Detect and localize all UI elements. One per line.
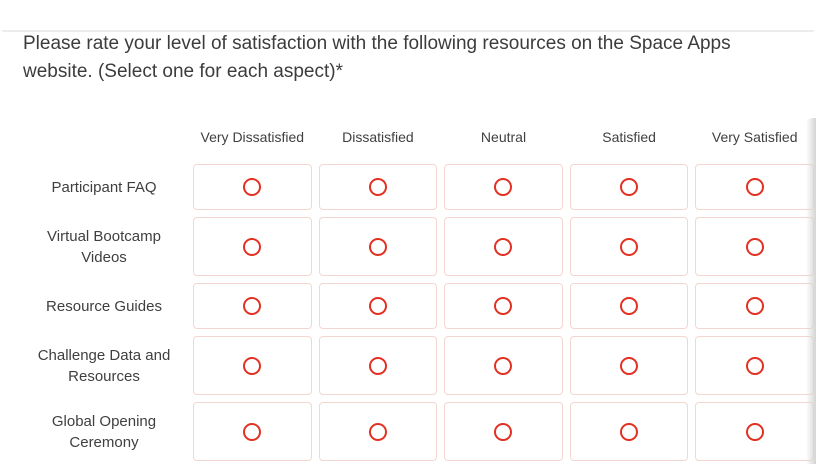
- radio-button-icon[interactable]: [368, 356, 387, 375]
- question-label: Please rate your level of satisfaction w…: [23, 33, 731, 82]
- radio-cell-3-3[interactable]: [569, 336, 689, 395]
- radio-cell-4-2[interactable]: [444, 402, 563, 461]
- radio-cell-1-2[interactable]: [444, 217, 563, 276]
- matrix-row-0: Participant FAQ: [22, 164, 814, 210]
- radio-cell-0-2[interactable]: [444, 164, 563, 210]
- radio-button-icon[interactable]: [494, 237, 513, 256]
- radio-cell-4-1[interactable]: [318, 402, 438, 461]
- matrix-row-4: Global Opening Ceremony: [22, 402, 814, 461]
- row-label-3: Challenge Data and Resources: [37, 346, 171, 385]
- radio-button-icon[interactable]: [620, 237, 639, 256]
- radio-button-icon[interactable]: [620, 422, 639, 441]
- satisfaction-matrix: Very Dissatisfied Dissatisfied Neutral Sati…: [22, 104, 814, 461]
- radio-cell-4-4[interactable]: [695, 402, 814, 461]
- column-header-4: Very Satisfied: [695, 126, 814, 148]
- radio-button-icon[interactable]: [368, 178, 387, 196]
- row-label-4: Global Opening Ceremony: [51, 412, 157, 451]
- radio-button-icon[interactable]: [243, 178, 262, 196]
- column-header-label: Neutral: [480, 129, 527, 145]
- scroll-shadow: [806, 118, 816, 464]
- radio-cell-2-4[interactable]: [695, 283, 814, 329]
- radio-button-icon[interactable]: [494, 422, 513, 441]
- column-header-2: Neutral: [444, 126, 563, 148]
- matrix-header-row: Very Dissatisfied Dissatisfied Neutral Sati…: [22, 104, 814, 148]
- radio-button-icon[interactable]: [494, 297, 513, 315]
- radio-button-icon[interactable]: [745, 422, 764, 441]
- radio-button-icon[interactable]: [368, 422, 387, 441]
- radio-button-icon[interactable]: [368, 237, 387, 256]
- radio-button-icon[interactable]: [745, 237, 764, 256]
- matrix-row-1: Virtual Bootcamp Videos: [22, 217, 814, 276]
- column-header-0: Very Dissatisfied: [193, 126, 312, 148]
- radio-button-icon[interactable]: [620, 178, 639, 196]
- column-header-label: Very Dissatisfied: [200, 129, 305, 145]
- radio-cell-2-1[interactable]: [318, 283, 438, 329]
- radio-cell-1-4[interactable]: [695, 217, 814, 276]
- radio-button-icon[interactable]: [494, 178, 513, 196]
- top-divider: [2, 30, 814, 32]
- radio-button-icon[interactable]: [745, 356, 764, 375]
- column-header-label: Very Satisfied: [711, 129, 798, 145]
- radio-cell-3-2[interactable]: [444, 336, 563, 395]
- column-header-1: Dissatisfied: [319, 126, 438, 148]
- radio-cell-0-0[interactable]: [193, 164, 312, 210]
- radio-cell-0-4[interactable]: [695, 164, 814, 210]
- radio-cell-2-0[interactable]: [193, 283, 312, 329]
- radio-cell-0-1[interactable]: [318, 164, 438, 210]
- radio-button-icon[interactable]: [745, 178, 764, 196]
- radio-button-icon[interactable]: [368, 297, 387, 315]
- radio-cell-2-3[interactable]: [569, 283, 689, 329]
- radio-button-icon[interactable]: [243, 422, 262, 441]
- radio-cell-1-3[interactable]: [569, 217, 689, 276]
- radio-cell-1-0[interactable]: [193, 217, 312, 276]
- radio-cell-3-4[interactable]: [695, 336, 814, 395]
- radio-cell-1-1[interactable]: [318, 217, 438, 276]
- radio-button-icon[interactable]: [620, 297, 639, 315]
- matrix-row-3: Challenge Data and Resources: [22, 336, 814, 395]
- row-label-0: Participant FAQ: [51, 178, 157, 196]
- radio-button-icon[interactable]: [745, 297, 764, 315]
- radio-button-icon[interactable]: [243, 297, 262, 315]
- radio-cell-3-0[interactable]: [193, 336, 312, 395]
- row-label-2: Resource Guides: [46, 297, 162, 315]
- column-header-label: Satisfied: [602, 129, 656, 145]
- column-header-3: Satisfied: [570, 126, 689, 148]
- survey-page: Please rate your level of satisfaction w…: [0, 30, 816, 464]
- radio-cell-4-0[interactable]: [193, 402, 312, 461]
- matrix-row-2: Resource Guides: [22, 283, 814, 329]
- radio-button-icon[interactable]: [494, 356, 513, 375]
- required-asterisk: *: [335, 61, 344, 82]
- radio-button-icon[interactable]: [243, 237, 262, 256]
- radio-cell-3-1[interactable]: [318, 336, 438, 395]
- radio-cell-0-3[interactable]: [569, 164, 689, 210]
- row-label-1: Virtual Bootcamp Videos: [47, 227, 161, 266]
- column-header-label: Dissatisfied: [342, 129, 414, 145]
- question-text: Please rate your level of satisfaction w…: [23, 30, 790, 86]
- radio-cell-2-2[interactable]: [444, 283, 563, 329]
- radio-cell-4-3[interactable]: [569, 402, 689, 461]
- radio-button-icon[interactable]: [243, 356, 262, 375]
- radio-button-icon[interactable]: [620, 356, 639, 375]
